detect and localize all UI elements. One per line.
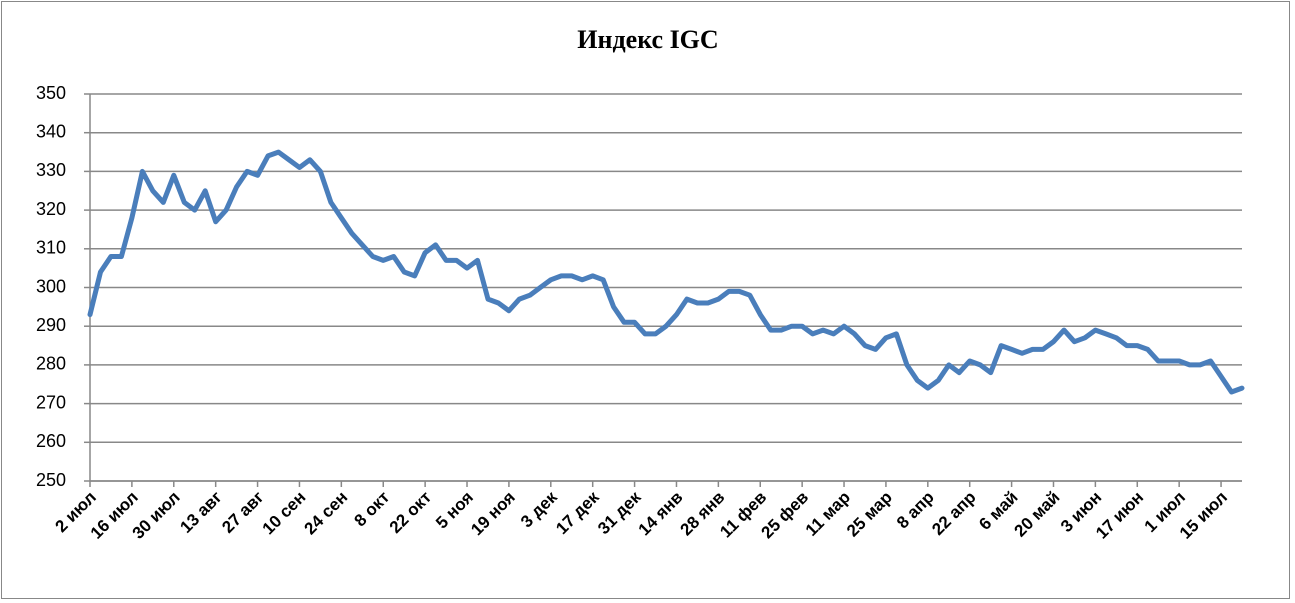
y-tick-label: 350 — [36, 83, 66, 103]
y-tick-label: 310 — [36, 238, 66, 258]
data-line — [87, 149, 1245, 395]
y-tick-label: 290 — [36, 315, 66, 335]
y-tick-label: 260 — [36, 431, 66, 451]
y-tick-label: 320 — [36, 199, 66, 219]
y-tick-label: 340 — [36, 121, 66, 141]
y-tick-label: 280 — [36, 354, 66, 374]
y-tick-label: 300 — [36, 276, 66, 296]
chart-title: Индекс IGC — [577, 25, 718, 54]
y-tick-label: 270 — [36, 392, 66, 412]
y-tick-label: 330 — [36, 160, 66, 180]
y-tick-label: 250 — [36, 470, 66, 490]
